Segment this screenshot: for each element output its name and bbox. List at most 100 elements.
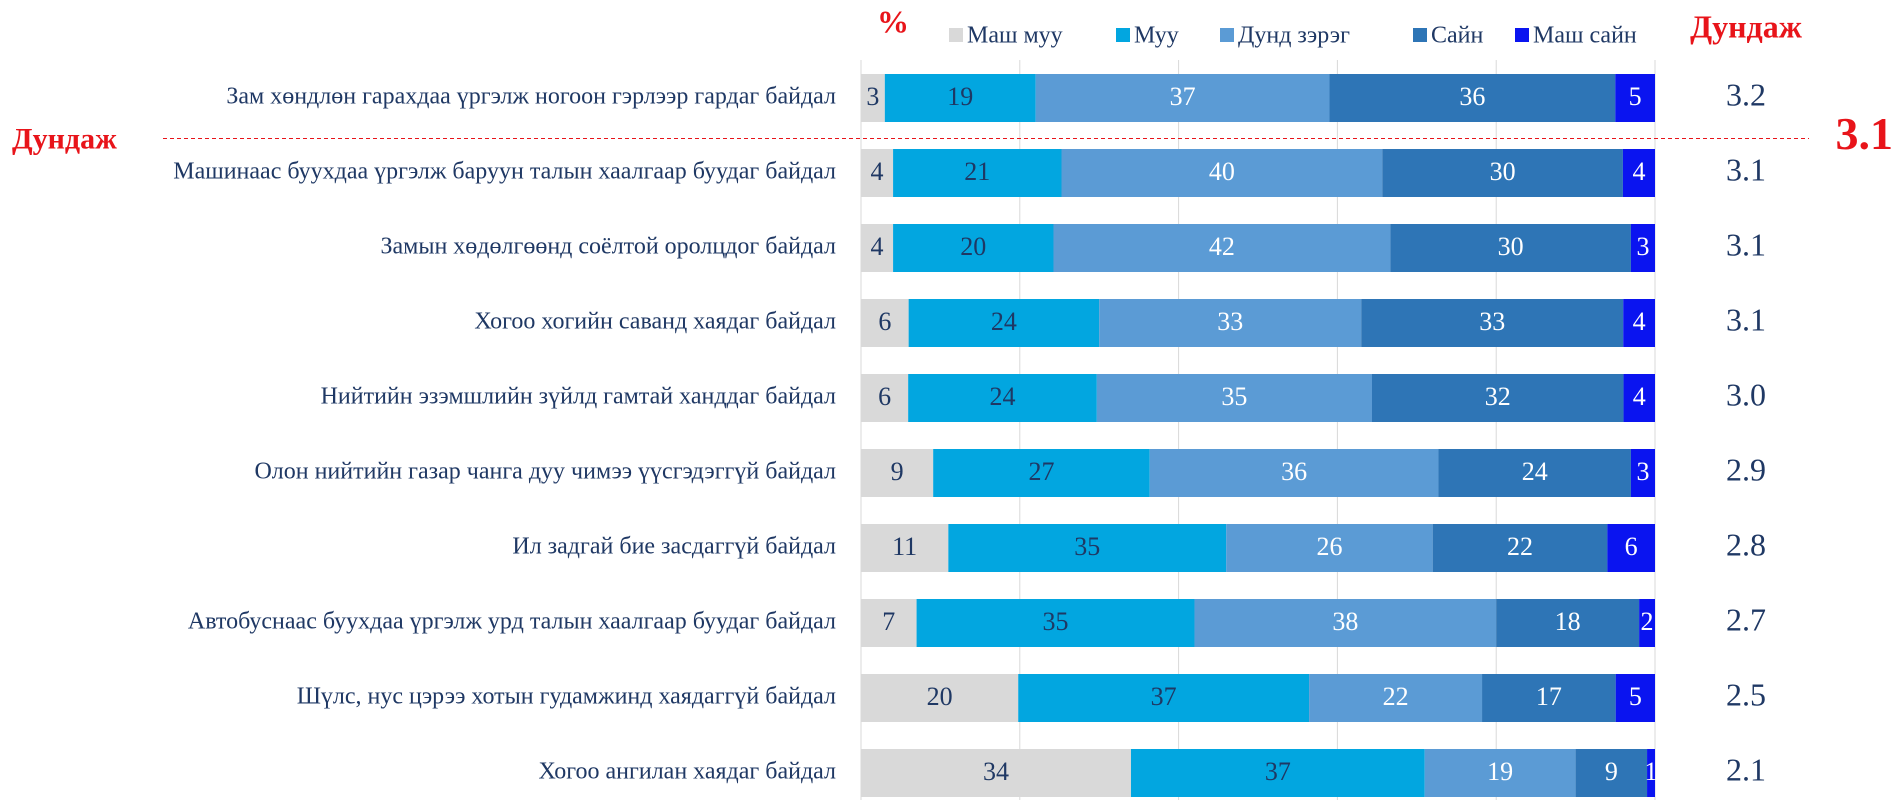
bar-segment (1575, 749, 1648, 797)
bar-segment (908, 374, 1097, 422)
data-label: 26 (1316, 532, 1342, 561)
data-label: 5 (1629, 682, 1642, 711)
bar-segment (908, 299, 1100, 347)
bar-segment (1099, 299, 1362, 347)
data-label: 37 (1170, 82, 1196, 111)
data-label: 19 (1487, 757, 1513, 786)
legend-label: Дунд зэрэг (1238, 23, 1350, 49)
average-value: 2.7 (1726, 601, 1766, 637)
data-label: 30 (1498, 232, 1524, 261)
category-label: Олон нийтийн газар чанга дуу чимээ үүсгэ… (254, 459, 836, 485)
data-label: 24 (991, 307, 1017, 336)
bar-segment (1607, 524, 1655, 572)
category-label: Хогоо ангилан хаядаг байдал (538, 759, 836, 785)
category-label: Машинаас буухдаа үргэлж баруун талын хаа… (173, 159, 836, 185)
data-label: 11 (892, 532, 917, 561)
average-value: 2.5 (1726, 676, 1766, 712)
bar-segment (861, 74, 885, 122)
bar-segment (1482, 674, 1616, 722)
data-label: 24 (1522, 457, 1548, 486)
legend-swatch (1515, 28, 1529, 42)
data-label: 3 (1636, 457, 1649, 486)
bar-segment (1647, 749, 1655, 797)
data-label: 6 (1625, 532, 1638, 561)
data-label: 33 (1217, 307, 1243, 336)
bar-segment (1096, 374, 1372, 422)
data-label: 22 (1507, 532, 1533, 561)
data-label: 17 (1536, 682, 1562, 711)
bar-segment (1438, 449, 1631, 497)
bar-segment (861, 749, 1131, 797)
data-label: 18 (1555, 607, 1581, 636)
average-value: 3.1 (1726, 226, 1766, 262)
average-value: 3.1 (1726, 151, 1766, 187)
data-label: 22 (1383, 682, 1409, 711)
bar-segment (861, 599, 917, 647)
bar-segment (1035, 74, 1330, 122)
legend-label: Маш сайн (1533, 23, 1637, 49)
data-label: 7 (882, 607, 895, 636)
bar-segment (948, 524, 1227, 572)
legend-label: Муу (1134, 23, 1179, 49)
bar-segment (1371, 374, 1624, 422)
legend-swatch (949, 28, 963, 42)
data-label: 4 (1633, 382, 1646, 411)
average-line-label: Дундаж (12, 122, 117, 155)
average-header: Дундаж (1690, 8, 1803, 44)
bar-segment (861, 674, 1019, 722)
data-label: 3 (866, 82, 879, 111)
data-label: 36 (1459, 82, 1485, 111)
category-label: Автобуснаас буухдаа үргэлж урд талын хаа… (188, 609, 836, 635)
bar-segment (1382, 149, 1623, 197)
bar-segment (861, 524, 949, 572)
data-label: 4 (1632, 157, 1645, 186)
data-label: 40 (1209, 157, 1235, 186)
data-label: 20 (927, 682, 953, 711)
data-label: 21 (964, 157, 990, 186)
bar-segment (1623, 299, 1655, 347)
average-value: 2.8 (1726, 526, 1766, 562)
bar-segment (861, 299, 909, 347)
data-label: 30 (1490, 157, 1516, 186)
data-label: 4 (1633, 307, 1646, 336)
legend-label: Сайн (1431, 23, 1484, 49)
bar-segment (893, 224, 1054, 272)
category-label: Зам хөндлөн гарахдаа үргэлж ногоон гэрлэ… (226, 84, 836, 110)
bar-segment (1496, 599, 1640, 647)
bar-segment (1361, 299, 1624, 347)
bar-segment (1623, 374, 1655, 422)
category-label: Ил задгай бие засдаггүй байдал (512, 534, 836, 560)
bar-segment (1329, 74, 1616, 122)
category-label: Шүлс, нус цэрээ хотын гудамжинд хаядаггү… (297, 684, 836, 710)
data-label: 4 (871, 157, 884, 186)
bar-segment (1149, 449, 1439, 497)
legend-swatch (1220, 28, 1234, 42)
data-label: 35 (1074, 532, 1100, 561)
bar-segment (1432, 524, 1608, 572)
bar-segment (916, 599, 1195, 647)
data-label: 24 (990, 382, 1016, 411)
bar-segment (1194, 599, 1497, 647)
data-label: 42 (1209, 232, 1235, 261)
data-label: 1 (1645, 757, 1658, 786)
data-label: 35 (1043, 607, 1069, 636)
data-label: 37 (1265, 757, 1291, 786)
legend-swatch (1413, 28, 1427, 42)
category-label: Хогоо хогийн саванд хаядаг байдал (474, 309, 836, 335)
data-label: 4 (871, 232, 884, 261)
data-label: 35 (1221, 382, 1247, 411)
average-value: 3.0 (1726, 376, 1766, 412)
category-label: Нийтийн эзэмшлийн зүйлд гамтай ханддаг б… (321, 384, 836, 410)
bar-segment (1639, 599, 1655, 647)
legend-label: Маш муу (967, 23, 1063, 49)
category-label: Замын хөдөлгөөнд соёлтой оролцдог байдал (380, 234, 836, 260)
bar-segment (1622, 149, 1655, 197)
bar-segment (1424, 749, 1576, 797)
bar-segment (1018, 674, 1310, 722)
data-label: 6 (878, 307, 891, 336)
data-label: 9 (891, 457, 904, 486)
average-value: 2.1 (1726, 751, 1766, 787)
unit-label: % (877, 3, 909, 39)
average-line-value: 3.1 (1836, 108, 1894, 159)
